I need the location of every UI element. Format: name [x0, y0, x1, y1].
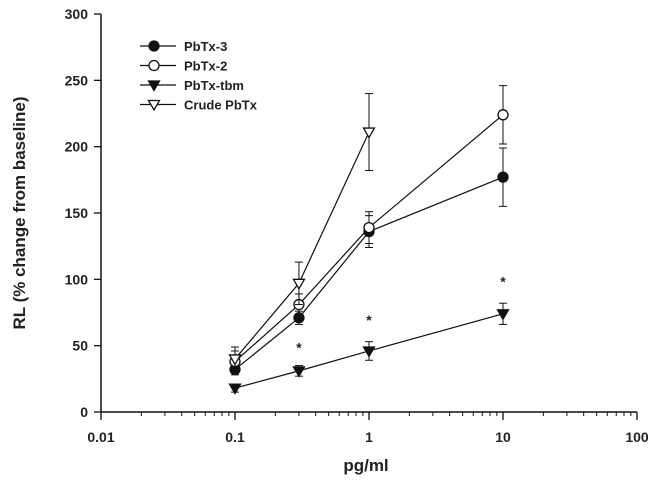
x-tick-label: 0.01 [87, 429, 114, 445]
data-point [497, 109, 509, 121]
x-tick-label: 100 [625, 429, 649, 445]
y-tick-label: 250 [65, 72, 89, 88]
y-tick-label: 50 [72, 338, 88, 354]
data-point [496, 309, 510, 321]
data-point [363, 221, 375, 234]
axes: 0 50 100 150 200 250 300 0.01 0.1 1 10 100 [65, 6, 649, 445]
legend-item: Crude PbTx [140, 98, 258, 113]
legend-item: PbTx-tbm [140, 78, 244, 93]
legend-marker [148, 59, 160, 72]
legend-label: PbTx-tbm [184, 78, 244, 93]
annotation-layer: * * * [296, 273, 506, 355]
x-tick-label: 10 [495, 429, 511, 445]
y-tick-label: 150 [65, 205, 89, 221]
legend-label: PbTx-3 [184, 39, 227, 54]
series-line [234, 114, 504, 363]
significance-marker: * [500, 273, 506, 289]
x-tick-label: 0.1 [225, 429, 245, 445]
data-point [362, 346, 376, 358]
series-layer [228, 85, 510, 395]
data-point [362, 127, 376, 139]
significance-marker: * [296, 340, 302, 356]
y-tick-label: 200 [65, 139, 89, 155]
legend: PbTx-3 PbTx-2 PbTx-tbm Crude PbTx [140, 39, 258, 113]
legend-marker [147, 99, 161, 112]
data-point [292, 366, 306, 378]
legend-item: PbTx-2 [140, 59, 227, 74]
data-point [228, 383, 242, 395]
series-pbtx-3 [229, 147, 509, 376]
legend-marker [147, 80, 161, 92]
series-pbtx-tbm [228, 302, 510, 395]
series-line [234, 313, 504, 389]
data-point [228, 354, 242, 366]
y-tick-label: 300 [65, 6, 89, 22]
y-tick-label: 100 [65, 271, 89, 287]
series-crude-pbtx [228, 93, 376, 372]
legend-marker [148, 40, 160, 52]
x-axis-title: pg/ml [343, 456, 388, 475]
legend-label: Crude PbTx [184, 98, 258, 113]
y-tick-label: 0 [80, 404, 88, 420]
series-line [234, 176, 504, 371]
legend-label: PbTx-2 [184, 59, 227, 74]
significance-marker: * [366, 312, 372, 328]
y-axis-title: RL (% change from baseline) [10, 96, 29, 329]
legend-item: PbTx-3 [140, 39, 227, 54]
data-point [497, 171, 509, 183]
x-tick-label: 1 [365, 429, 373, 445]
data-point [292, 278, 306, 291]
